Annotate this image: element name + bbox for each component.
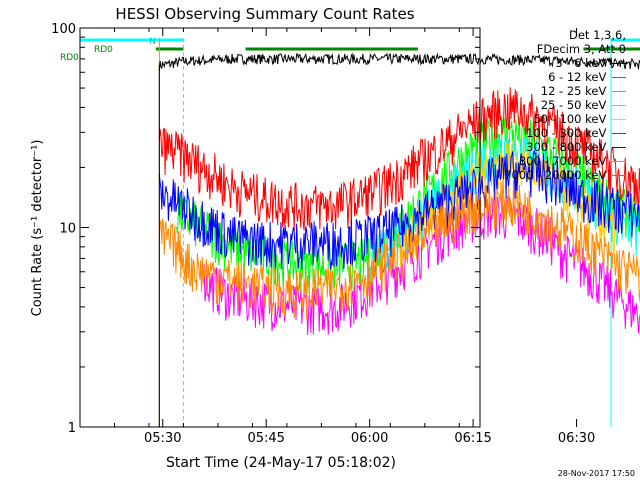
legend-entry-label: 300 - 800 keV bbox=[526, 140, 610, 154]
legend-entry-8: 7000 - 20000 keV bbox=[504, 168, 626, 182]
legend-entry-6: 300 - 800 keV bbox=[526, 140, 626, 154]
legend-entry-label: 3 - 6 keV bbox=[555, 56, 610, 70]
legend-entry-3: 25 - 50 keV bbox=[541, 98, 626, 112]
legend-entry-label: 50 - 100 keV bbox=[533, 112, 610, 126]
series-line-6 bbox=[158, 150, 640, 270]
x-tick-label-4: 06:30 bbox=[558, 431, 595, 446]
legend-swatch bbox=[612, 147, 626, 148]
legend-header-0: Det 1,3,6, bbox=[568, 28, 626, 42]
legend-swatch bbox=[612, 63, 626, 64]
chart-title: HESSI Observing Summary Count Rates bbox=[115, 5, 414, 23]
legend-entry-5: 100 - 300 keV bbox=[526, 126, 626, 140]
y-tick-label-1: 10 bbox=[59, 222, 76, 237]
plot-area bbox=[80, 38, 640, 427]
legend-entry-label: 6 - 12 keV bbox=[548, 70, 610, 84]
legend-swatch bbox=[612, 133, 626, 134]
legend-swatch bbox=[612, 77, 626, 78]
legend-entry-label: 7000 - 20000 keV bbox=[504, 168, 610, 182]
x-tick-label-3: 06:15 bbox=[454, 431, 491, 446]
legend-swatch bbox=[612, 175, 626, 176]
y-tick-label-2: 100 bbox=[51, 22, 76, 37]
legend-header-1: FDecim 3, Att 0 bbox=[536, 42, 626, 56]
state-label-rd0-left: RD0 bbox=[60, 53, 79, 63]
legend-entry-7: 800 - 7000 keV bbox=[519, 154, 626, 168]
x-axis-label: Start Time (24-May-17 05:18:02) bbox=[166, 455, 396, 471]
legend-entry-0: 3 - 6 keV bbox=[555, 56, 626, 70]
legend-swatch bbox=[612, 161, 626, 162]
legend-swatch bbox=[612, 119, 626, 120]
legend-swatch bbox=[612, 105, 626, 106]
state-label-n: N bbox=[149, 37, 156, 47]
series-line-5 bbox=[158, 87, 640, 231]
y-axis-label: Count Rate (s⁻¹ detector⁻¹) bbox=[30, 140, 45, 317]
legend-entry-label: 12 - 25 keV bbox=[540, 84, 610, 98]
x-tick-label-1: 05:45 bbox=[247, 431, 284, 446]
series-line-0 bbox=[158, 52, 640, 71]
legend-entry-label: 25 - 50 keV bbox=[540, 98, 610, 112]
x-tick-label-2: 06:00 bbox=[351, 431, 388, 446]
legend-entry-2: 12 - 25 keV bbox=[541, 84, 626, 98]
legend-entry-label: 100 - 300 keV bbox=[526, 126, 610, 140]
legend-entry-4: 50 - 100 keV bbox=[533, 112, 626, 126]
state-label-rd0-top: RD0 bbox=[94, 45, 113, 55]
footer-date: 28-Nov-2017 17:50 bbox=[558, 469, 635, 478]
legend-entry-label: 800 - 7000 keV bbox=[518, 154, 610, 168]
legend-swatch bbox=[612, 91, 626, 92]
series-line-7 bbox=[158, 180, 640, 319]
x-tick-label-0: 05:30 bbox=[144, 431, 181, 446]
y-tick-label-0: 1 bbox=[68, 421, 76, 436]
legend-entry-1: 6 - 12 keV bbox=[548, 70, 626, 84]
